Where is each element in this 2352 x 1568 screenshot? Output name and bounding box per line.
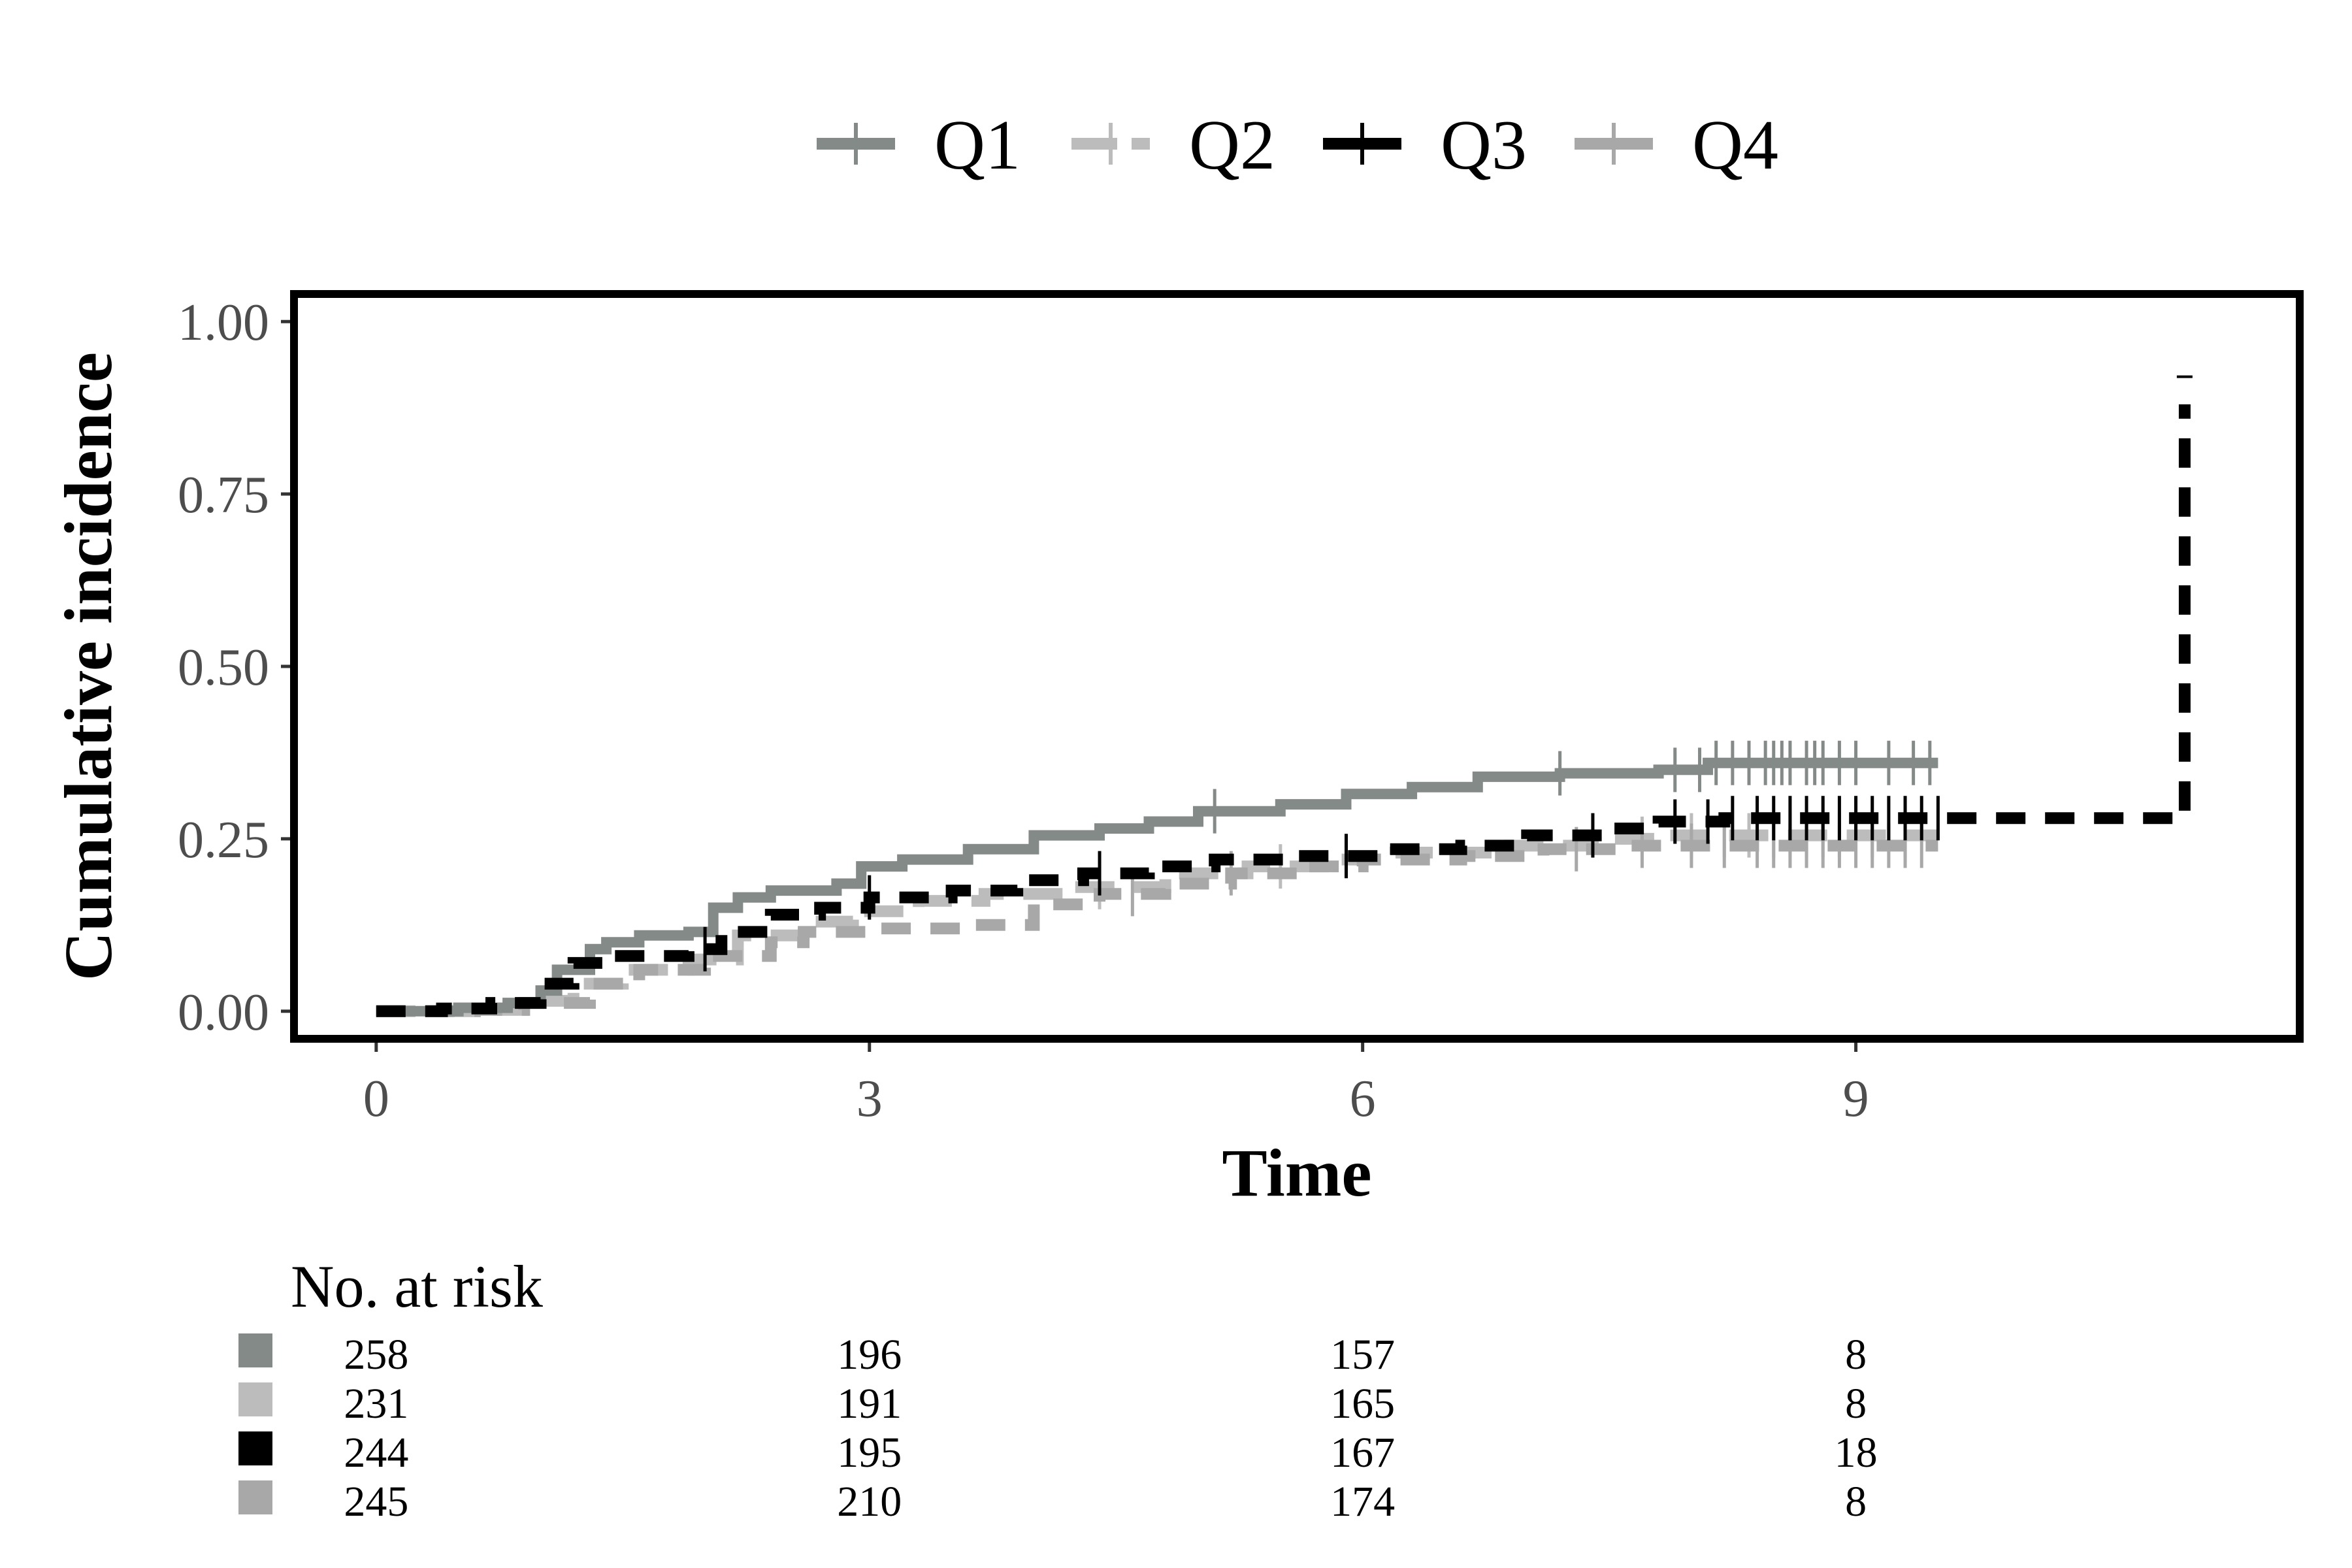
risk-row-q4: 245 210 174 8	[238, 1478, 1867, 1526]
risk-table: 258 196 157 8 231 191 165 8 244 195 167 18 245 210 174…	[238, 1331, 1878, 1526]
series-layer	[376, 375, 2193, 1017]
risk-count: 18	[1835, 1429, 1878, 1477]
legend-entry-q2: Q2	[1071, 106, 1275, 184]
x-tick-label: 9	[1843, 1070, 1869, 1128]
risk-count: 165	[1330, 1380, 1395, 1428]
y-tick-label: 0.75	[178, 466, 269, 524]
x-axis-title: Time	[1222, 1135, 1371, 1211]
risk-count: 8	[1845, 1380, 1867, 1428]
risk-count: 8	[1845, 1331, 1867, 1379]
plot-panel-border	[290, 290, 2304, 1043]
risk-table-title: No. at risk	[291, 1253, 543, 1320]
risk-count: 196	[837, 1331, 902, 1379]
series-q4	[376, 823, 1938, 1017]
legend-label: Q1	[934, 106, 1021, 184]
x-axis: 0 3 6 9	[363, 1043, 1869, 1128]
risk-count: 195	[837, 1429, 902, 1477]
risk-count: 174	[1330, 1478, 1395, 1526]
risk-row-swatch	[238, 1382, 272, 1416]
risk-count: 8	[1845, 1478, 1867, 1526]
y-tick-label: 1.00	[178, 294, 269, 351]
series-line-q3	[376, 404, 2191, 1017]
x-tick-label: 0	[363, 1070, 389, 1128]
legend-label: Q2	[1189, 106, 1275, 184]
risk-count: 245	[344, 1478, 408, 1526]
series-line-q1	[376, 757, 1938, 1017]
y-axis: 0.00 0.25 0.50 0.75 1.00	[178, 294, 290, 1041]
legend-entry-q4: Q4	[1575, 106, 1778, 184]
risk-count: 244	[344, 1429, 408, 1477]
legend-entry-q3: Q3	[1323, 106, 1527, 184]
risk-row-swatch	[238, 1431, 272, 1465]
series-q1	[376, 740, 1938, 1017]
y-tick-label: 0.00	[178, 984, 269, 1041]
y-tick-label: 0.50	[178, 639, 269, 696]
legend-entry-q1: Q1	[817, 106, 1021, 184]
risk-count: 210	[837, 1478, 902, 1526]
legend: Q1 Q2 Q3 Q4	[817, 106, 1778, 184]
series-line-q4	[376, 840, 1938, 1017]
plot-area	[290, 290, 2304, 1043]
risk-row-q1: 258 196 157 8	[238, 1331, 1867, 1379]
x-tick-label: 6	[1350, 1070, 1376, 1128]
risk-count: 231	[344, 1380, 408, 1428]
legend-label: Q3	[1441, 106, 1527, 184]
risk-row-swatch	[238, 1480, 272, 1514]
risk-row-swatch	[238, 1333, 272, 1367]
risk-row-q3: 244 195 167 18	[238, 1429, 1878, 1477]
y-axis-title: Cumulative incidence	[51, 352, 126, 981]
series-q3	[376, 375, 2193, 1017]
x-tick-label: 3	[857, 1070, 883, 1128]
risk-count: 157	[1330, 1331, 1395, 1379]
risk-row-q2: 231 191 165 8	[238, 1380, 1867, 1428]
risk-count: 258	[344, 1331, 408, 1379]
risk-count: 167	[1330, 1429, 1395, 1477]
risk-count: 191	[837, 1380, 902, 1428]
y-tick-label: 0.25	[178, 811, 269, 869]
legend-label: Q4	[1692, 106, 1778, 184]
